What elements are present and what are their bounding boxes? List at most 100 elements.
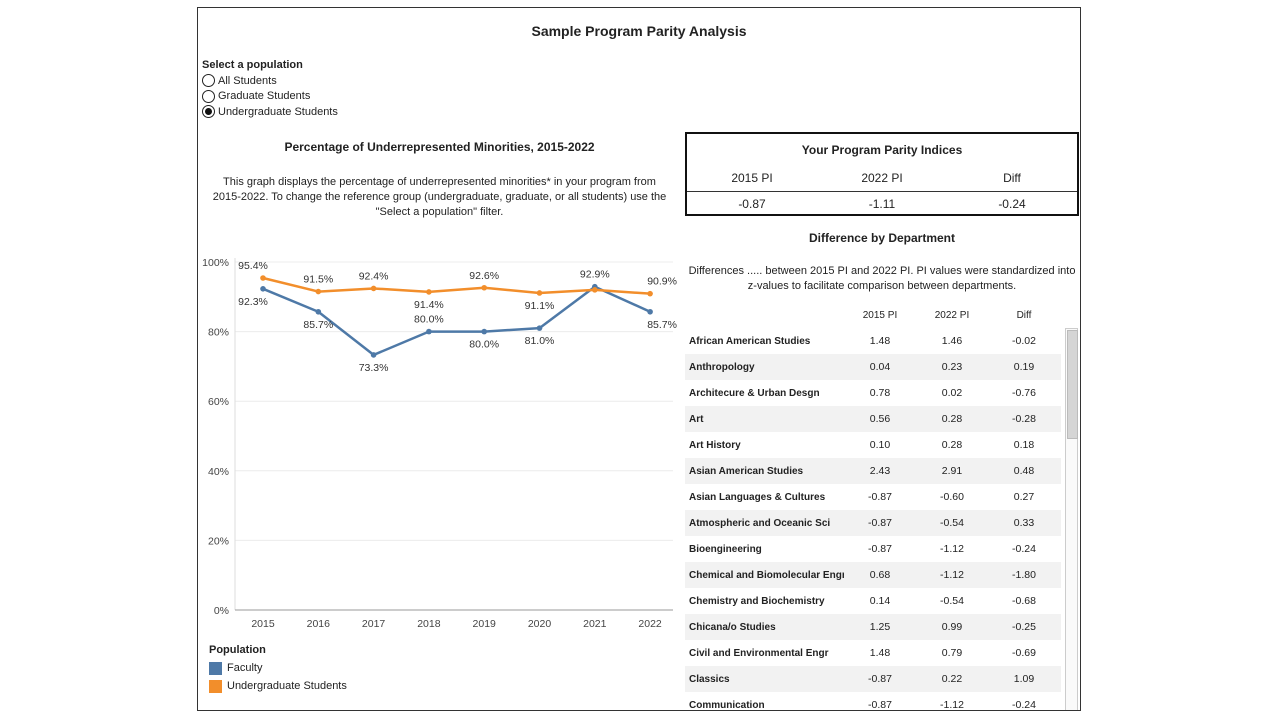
radio-circle-icon[interactable] — [202, 89, 215, 103]
dept-pi-2022: 0.28 — [941, 439, 963, 451]
series-line-undergraduate — [262, 276, 651, 295]
pi-header-row: 2015 PI 2022 PI Diff — [687, 168, 1077, 188]
dept-pi-2022: 0.02 — [941, 387, 963, 399]
dept-pi-2022: -0.54 — [940, 517, 964, 529]
pi-header-2022: 2022 PI — [861, 171, 903, 185]
pi-divider — [687, 191, 1077, 192]
dept-name: Anthropology — [689, 361, 755, 373]
dept-name: Art History — [689, 439, 741, 451]
population-filter: Select a population All Students Graduat… — [202, 59, 338, 120]
y-tick-label: 0% — [214, 605, 229, 617]
dept-name: Asian Languages & Cultures — [689, 491, 826, 503]
data-label: 92.9% — [580, 269, 610, 281]
table-row[interactable]: Anthropology 0.04 0.23 0.19 — [685, 354, 1061, 380]
table-row[interactable]: Chemical and Biomolecular Engr 0.68 -1.12 -… — [685, 562, 1061, 588]
dept-pi-2015: 0.14 — [869, 595, 891, 607]
dept-diff: 0.18 — [1013, 439, 1035, 451]
data-point — [647, 308, 653, 315]
dept-table-scrollbar[interactable] — [1065, 328, 1078, 710]
table-row[interactable]: Asian Languages & Cultures -0.87 -0.60 0.27 — [685, 484, 1061, 510]
table-row[interactable]: African American Studies 1.48 1.46 -0.02 — [685, 328, 1061, 354]
data-label: 91.1% — [525, 300, 555, 312]
dept-header-2022: 2022 PI — [934, 310, 970, 321]
urm-line-chart: 0% 20% 40% 60% 80% 100% 2015 2016 2017 2018 2019 20… — [202, 257, 677, 630]
table-row[interactable]: Asian American Studies 2.43 2.91 0.48 — [685, 458, 1061, 484]
data-label: 85.7% — [303, 319, 333, 331]
data-label: 85.7% — [647, 319, 677, 331]
pi-value-diff: -0.24 — [998, 197, 1026, 211]
program-parity-indices: Your Program Parity Indices 2015 PI 2022… — [685, 132, 1079, 216]
x-tick-label: 2022 — [638, 618, 662, 630]
dept-diff: 0.19 — [1013, 361, 1035, 373]
legend-swatch-undergraduate — [209, 679, 222, 693]
dept-pi-2022: -0.60 — [940, 491, 964, 503]
dept-name: Art — [689, 413, 704, 425]
data-point — [370, 352, 377, 358]
dept-header-2015: 2015 PI — [862, 310, 898, 321]
dept-pi-2022: 0.99 — [941, 621, 963, 633]
legend-label: Faculty — [227, 662, 263, 674]
x-tick-label: 2020 — [528, 618, 552, 630]
x-tick-label: 2021 — [583, 618, 607, 630]
dept-title: Difference by Department — [808, 231, 956, 245]
dept-pi-2015: -0.87 — [868, 517, 892, 529]
x-tick-label: 2016 — [307, 618, 331, 630]
data-label: 91.5% — [303, 274, 333, 286]
radio-undergraduate-students[interactable]: Undergraduate Students — [202, 104, 338, 120]
radio-all-students[interactable]: All Students — [202, 73, 338, 89]
table-row[interactable]: Communication -0.87 -1.12 -0.24 — [685, 692, 1061, 711]
pi-box-title: Your Program Parity Indices — [801, 143, 963, 157]
dept-diff: 1.09 — [1013, 673, 1035, 685]
dept-diff: -0.02 — [1012, 335, 1036, 347]
legend-item-faculty[interactable]: Faculty — [209, 659, 347, 677]
chart-title: Percentage of Underrepresented Minoritie… — [284, 140, 595, 154]
dept-pi-2022: -0.54 — [940, 595, 964, 607]
dept-name: Chemical and Biomolecular Engr — [689, 569, 844, 581]
table-row[interactable]: Atmospheric and Oceanic Sci -0.87 -0.54 0.3… — [685, 510, 1061, 536]
dept-diff: -0.76 — [1012, 387, 1036, 399]
radio-selected-icon[interactable] — [202, 105, 215, 119]
x-tick-label: 2019 — [473, 618, 497, 630]
dept-diff: -0.24 — [1012, 699, 1036, 711]
dept-pi-2015: -0.87 — [868, 699, 892, 711]
dept-pi-2015: -0.87 — [868, 543, 892, 555]
y-tick-label: 100% — [202, 257, 229, 269]
table-row[interactable]: Art 0.56 0.28 -0.28 — [685, 406, 1061, 432]
data-point — [647, 290, 653, 297]
dept-pi-2015: 0.68 — [869, 569, 891, 581]
dept-pi-2022: -1.12 — [940, 699, 964, 711]
radio-circle-icon[interactable] — [202, 74, 215, 88]
table-row[interactable]: Chemistry and Biochemistry 0.14 -0.54 -0.68 — [685, 588, 1061, 614]
dept-pi-2022: 0.22 — [941, 673, 963, 685]
dept-name: Chemistry and Biochemistry — [689, 595, 825, 607]
table-row[interactable]: Classics -0.87 0.22 1.09 — [685, 666, 1061, 692]
scroll-thumb[interactable] — [1067, 330, 1078, 439]
page-title: Sample Program Parity Analysis — [531, 23, 747, 39]
dept-name: Atmospheric and Oceanic Sci — [689, 517, 831, 529]
table-row[interactable]: Chicana/o Studies 1.25 0.99 -0.25 — [685, 614, 1061, 640]
radio-label: Undergraduate Students — [218, 105, 338, 118]
radio-graduate-students[interactable]: Graduate Students — [202, 89, 338, 105]
dept-name: Bioengineering — [689, 543, 762, 555]
dept-diff: -0.68 — [1012, 595, 1036, 607]
table-row[interactable]: Architecure & Urban Desgn 0.78 0.02 -0.76 — [685, 380, 1061, 406]
dept-diff: -0.24 — [1012, 543, 1036, 555]
legend-item-undergraduate[interactable]: Undergraduate Students — [209, 677, 347, 695]
dept-pi-2022: -1.12 — [940, 569, 964, 581]
dept-description: Differences ..... between 2015 PI and 20… — [688, 265, 1076, 292]
series-line-faculty — [262, 285, 651, 357]
data-label: 81.0% — [525, 335, 555, 347]
data-label: 91.4% — [414, 299, 444, 311]
data-point — [370, 285, 377, 292]
table-row[interactable]: Art History 0.10 0.28 0.18 — [685, 432, 1061, 458]
data-label: 92.4% — [359, 270, 389, 282]
dept-pi-2015: 1.25 — [869, 621, 891, 633]
dept-table[interactable]: African American Studies 1.48 1.46 -0.02 Ant… — [685, 328, 1061, 711]
chart-legend: Population Faculty Undergraduate Student… — [209, 644, 347, 695]
data-point — [536, 325, 543, 331]
x-tick-label: 2018 — [417, 618, 441, 630]
dept-pi-2022: 0.79 — [941, 647, 963, 659]
table-row[interactable]: Bioengineering -0.87 -1.12 -0.24 — [685, 536, 1061, 562]
x-tick-label: 2017 — [362, 618, 386, 630]
table-row[interactable]: Civil and Environmental Engr 1.48 0.79 -0.6… — [685, 640, 1061, 666]
